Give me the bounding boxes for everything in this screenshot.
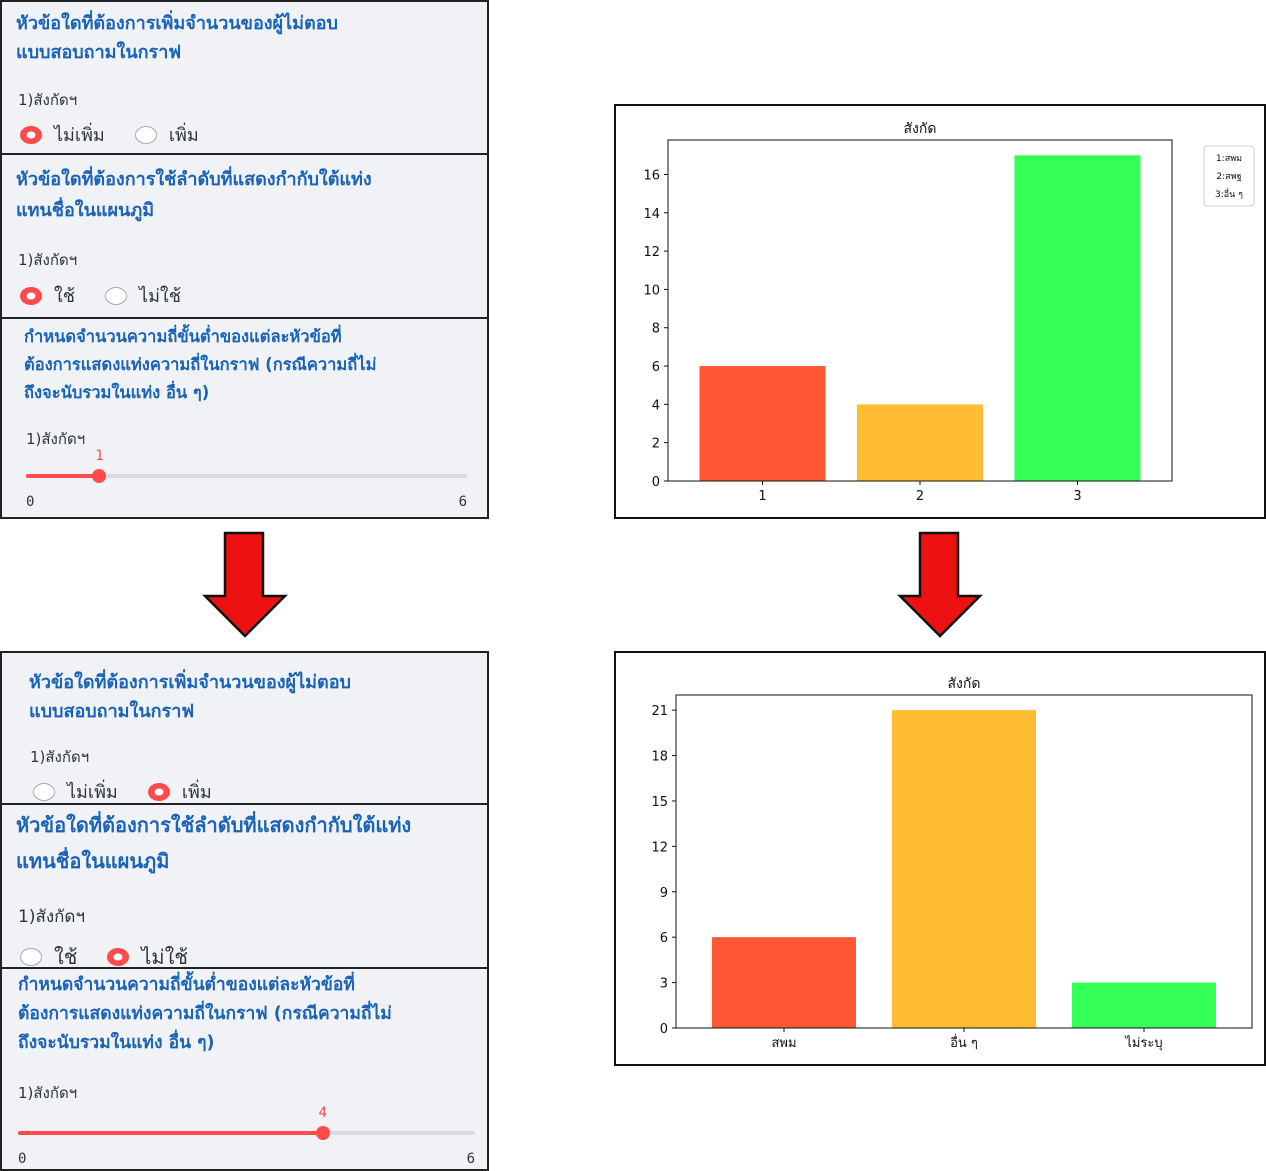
y-tick-label: 0 bbox=[660, 1022, 668, 1037]
y-tick-label: 6 bbox=[660, 931, 668, 946]
q3-section: กำหนดจำนวนความถี่ขั้นต่ำของแต่ละหัวข้อที… bbox=[2, 319, 487, 519]
down-arrow-icon bbox=[202, 531, 288, 638]
q3-label: 1)สังกัดฯ bbox=[26, 430, 86, 448]
q1-radio-group: ไม่เพิ่ม เพิ่ม bbox=[33, 777, 212, 806]
y-tick-label: 12 bbox=[643, 245, 660, 260]
radio-option-use[interactable]: ใช้ bbox=[20, 281, 75, 310]
chart-after-container: สังกัดสพม อื่น ๆ ไม่ระบุ 0 3 6 9 12 15 18 21 bbox=[614, 651, 1266, 1066]
section-divider bbox=[2, 967, 487, 969]
q2-label: 1)สังกัดฯ bbox=[18, 251, 78, 269]
settings-panel-after: หัวข้อใดที่ต้องการเพิ่มจำนวนของผู้ไม่ตอบ… bbox=[0, 651, 489, 1171]
radio-option-no-add[interactable]: ไม่เพิ่ม bbox=[20, 120, 105, 149]
y-tick-label: 21 bbox=[651, 704, 668, 719]
q1-title: หัวข้อใดที่ต้องการเพิ่มจำนวนของผู้ไม่ตอบ… bbox=[16, 13, 338, 63]
q1-label: 1)สังกัดฯ bbox=[18, 91, 78, 109]
y-tick-label: 2 bbox=[652, 437, 660, 452]
bar-ไม่ระบุ bbox=[1072, 982, 1216, 1028]
y-tick-label: 9 bbox=[660, 886, 668, 901]
y-tick-label: 10 bbox=[643, 283, 660, 298]
bar-3 bbox=[1014, 155, 1141, 481]
legend-entry: 2:สพฐ bbox=[1216, 172, 1241, 182]
slider-track[interactable] bbox=[26, 474, 467, 478]
q1-radio-group: ไม่เพิ่ม เพิ่ม bbox=[20, 120, 199, 149]
slider-min: 0 bbox=[18, 1151, 27, 1167]
x-tick-label: อื่น ๆ bbox=[950, 1034, 978, 1051]
q2-title: หัวข้อใดที่ต้องการใช้ลำดับที่แสดงกำกับใต… bbox=[16, 813, 412, 873]
settings-panel-before: หัวข้อใดที่ต้องการเพิ่มจำนวนของผู้ไม่ตอบ… bbox=[0, 0, 489, 519]
radio-on-icon[interactable] bbox=[20, 125, 42, 144]
radio-option-add[interactable]: เพิ่ม bbox=[134, 120, 199, 149]
section-divider bbox=[2, 153, 487, 155]
q2-section: หัวข้อใดที่ต้องการใช้ลำดับที่แสดงกำกับใต… bbox=[2, 805, 487, 969]
x-tick-label: ไม่ระบุ bbox=[1124, 1035, 1162, 1051]
x-tick-label: สพม bbox=[771, 1036, 796, 1051]
plot-frame bbox=[667, 139, 1173, 482]
q3-label: 1)สังกัดฯ bbox=[18, 1084, 78, 1102]
y-tick-label: 14 bbox=[643, 207, 660, 222]
x-tick-label: 3 bbox=[1073, 489, 1081, 504]
q2-radio-group: ใช้ ไม่ใช้ bbox=[20, 941, 188, 973]
plot-frame bbox=[675, 694, 1253, 1029]
q3-title: กำหนดจำนวนความถี่ขั้นต่ำของแต่ละหัวข้อที… bbox=[24, 327, 377, 402]
bar-1 bbox=[699, 366, 826, 481]
radio-off-icon[interactable] bbox=[134, 125, 157, 144]
y-tick-label: 0 bbox=[652, 475, 660, 490]
section-divider bbox=[2, 803, 487, 805]
radio-on-icon[interactable] bbox=[147, 782, 170, 801]
q3-section: กำหนดจำนวนความถี่ขั้นต่ำของแต่ละหัวข้อที… bbox=[2, 969, 487, 1171]
q1-title: หัวข้อใดที่ต้องการเพิ่มจำนวนของผู้ไม่ตอบ… bbox=[29, 672, 351, 722]
chart-before-container: สังกัด 1 2 3 0 2 4 6 8 10 12 14 16 1:สพม 2:สพฐ 3:อื่น ๆ bbox=[614, 104, 1266, 519]
q2-radio-group: ใช้ ไม่ใช้ bbox=[20, 281, 181, 310]
q1-label: 1)สังกัดฯ bbox=[30, 748, 90, 766]
y-tick-label: 12 bbox=[651, 840, 668, 855]
q2-label: 1)สังกัดฯ bbox=[18, 907, 86, 927]
radio-option-use[interactable]: ใช้ bbox=[20, 941, 77, 973]
chart-title: สังกัด bbox=[904, 121, 937, 137]
slider-max: 6 bbox=[458, 494, 467, 510]
down-arrow-icon bbox=[897, 531, 983, 638]
radio-option-not-use[interactable]: ไม่ใช้ bbox=[107, 941, 188, 973]
bar-สพม bbox=[712, 937, 856, 1028]
y-tick-label: 6 bbox=[652, 360, 660, 375]
slider-min: 0 bbox=[26, 494, 35, 510]
x-tick-label: 2 bbox=[916, 489, 924, 504]
radio-on-icon[interactable] bbox=[20, 286, 42, 305]
q3-title: กำหนดจำนวนความถี่ขั้นต่ำของแต่ละหัวข้อที… bbox=[18, 975, 392, 1053]
legend-box bbox=[1203, 145, 1255, 207]
radio-off-icon[interactable] bbox=[20, 948, 42, 966]
q2-section: หัวข้อใดที่ต้องการใช้ลำดับที่แสดงกำกับใต… bbox=[2, 155, 487, 317]
slider-fill bbox=[26, 474, 100, 478]
y-tick-label: 3 bbox=[660, 977, 668, 992]
slider-fill bbox=[18, 1131, 323, 1135]
chart-title: สังกัด bbox=[948, 676, 981, 692]
q1-section: หัวข้อใดที่ต้องการเพิ่มจำนวนของผู้ไม่ตอบ… bbox=[2, 2, 487, 153]
slider-thumb[interactable] bbox=[92, 469, 107, 483]
radio-option-no-add[interactable]: ไม่เพิ่ม bbox=[33, 777, 118, 806]
section-divider bbox=[2, 317, 487, 319]
y-tick-label: 18 bbox=[651, 750, 668, 765]
slider-value: 4 bbox=[318, 1105, 327, 1121]
legend-entry: 3:อื่น ๆ bbox=[1215, 187, 1243, 200]
q1-section: หัวข้อใดที่ต้องการเพิ่มจำนวนของผู้ไม่ตอบ… bbox=[2, 653, 487, 803]
radio-option-add[interactable]: เพิ่ม bbox=[147, 777, 212, 806]
slider-value: 1 bbox=[95, 448, 104, 464]
radio-off-icon[interactable] bbox=[105, 286, 128, 305]
radio-on-icon[interactable] bbox=[107, 948, 130, 966]
slider-thumb[interactable] bbox=[315, 1126, 330, 1140]
y-tick-label: 15 bbox=[651, 795, 668, 810]
y-tick-label: 8 bbox=[652, 322, 660, 337]
radio-off-icon[interactable] bbox=[33, 782, 55, 801]
bar-2 bbox=[857, 404, 983, 481]
chart-legend: 1:สพม 2:สพฐ 3:อื่น ๆ bbox=[1203, 145, 1255, 207]
q2-title: หัวข้อใดที่ต้องการใช้ลำดับที่แสดงกำกับใต… bbox=[16, 169, 372, 221]
legend-entry: 1:สพม bbox=[1216, 154, 1242, 164]
y-tick-label: 4 bbox=[652, 398, 660, 413]
radio-option-not-use[interactable]: ไม่ใช้ bbox=[105, 281, 181, 310]
x-tick-label: 1 bbox=[758, 489, 766, 504]
bar-อื่น ๆ bbox=[892, 710, 1036, 1028]
y-tick-label: 16 bbox=[643, 168, 660, 183]
slider-max: 6 bbox=[466, 1151, 475, 1167]
